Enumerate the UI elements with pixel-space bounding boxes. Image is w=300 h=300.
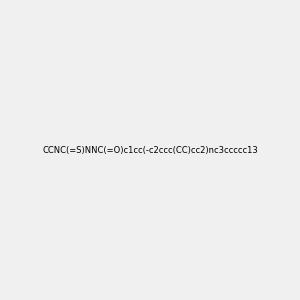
Text: CCNC(=S)NNC(=O)c1cc(-c2ccc(CC)cc2)nc3ccccc13: CCNC(=S)NNC(=O)c1cc(-c2ccc(CC)cc2)nc3ccc… — [42, 146, 258, 154]
